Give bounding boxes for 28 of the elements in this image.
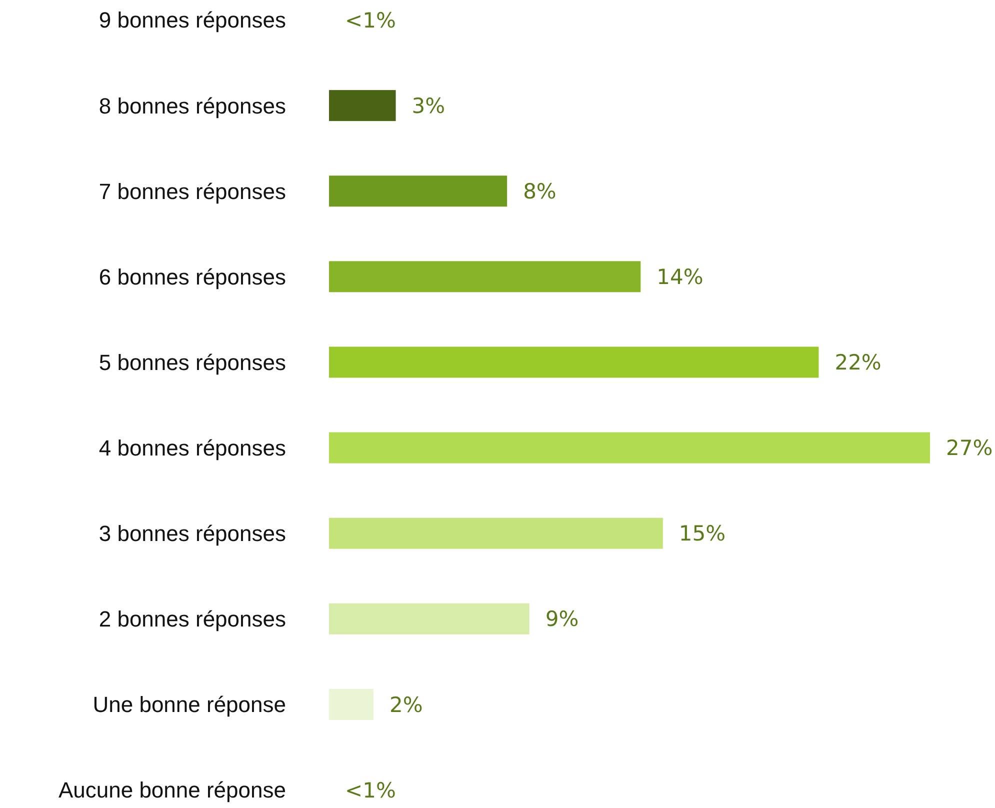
data-label: 9% xyxy=(545,607,579,632)
y-tick-label: Aucune bonne réponse xyxy=(58,778,286,803)
data-label: 8% xyxy=(523,179,556,204)
y-tick-label: 6 bonnes réponses xyxy=(98,264,286,290)
data-label: <1% xyxy=(345,8,396,32)
data-label: <1% xyxy=(345,778,396,802)
data-label: 14% xyxy=(656,265,704,290)
data-label: 2% xyxy=(390,692,423,717)
y-tick-label: 8 bonnes réponses xyxy=(98,93,286,118)
y-tick-label: 5 bonnes réponses xyxy=(98,350,286,375)
bar xyxy=(329,90,396,122)
data-label: 22% xyxy=(834,350,882,375)
y-tick-label: 4 bonnes réponses xyxy=(98,435,286,460)
bar xyxy=(329,346,819,378)
y-tick-label: Une bonne réponse xyxy=(92,692,286,718)
bar xyxy=(329,261,641,292)
y-tick-label: 2 bonnes réponses xyxy=(98,606,286,632)
bar xyxy=(329,603,530,634)
bar xyxy=(329,518,663,549)
data-label: 27% xyxy=(946,436,993,460)
y-tick-label: 9 bonnes réponses xyxy=(98,8,286,33)
y-tick-label: 7 bonnes réponses xyxy=(98,178,286,204)
data-label: 15% xyxy=(678,522,726,546)
bar xyxy=(329,688,374,720)
y-tick-label: 3 bonnes réponses xyxy=(98,521,286,546)
data-label: 3% xyxy=(412,94,446,118)
bar xyxy=(329,432,930,464)
bar xyxy=(329,176,508,207)
